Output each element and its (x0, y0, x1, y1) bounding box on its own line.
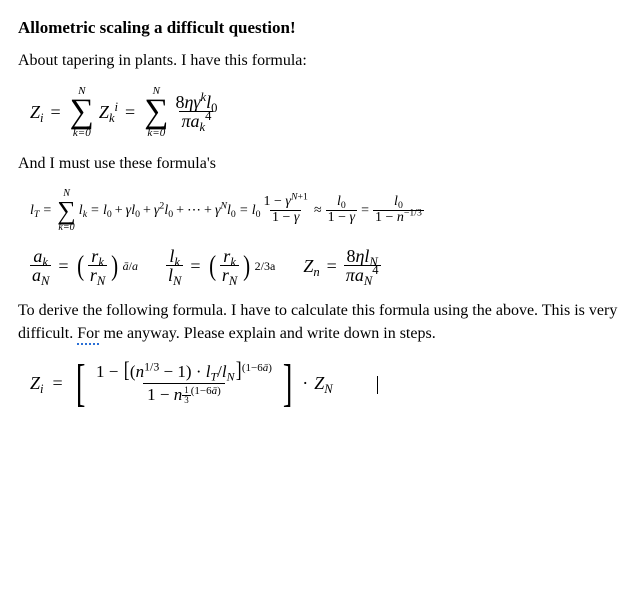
formula-lk-ln: lk lN = ( rk rN )2/3a (166, 247, 275, 287)
sigma-icon: ∑ (144, 97, 168, 128)
derive-text: To derive the following formula. I have … (18, 300, 625, 345)
page-title: Allometric scaling a difficult question! (18, 16, 625, 40)
intro-text: About tapering in plants. I have this fo… (18, 50, 625, 72)
sigma-icon: ∑ (70, 97, 94, 128)
spell-underline: For (77, 325, 99, 345)
mid-text: And I must use these formula's (18, 153, 625, 175)
formula-zn: Zn = 8ηlN πaN4 (303, 247, 380, 287)
formula-ak-an: ak aN = ( rk rN )ā/a (30, 247, 138, 287)
sigma-icon: ∑ (57, 199, 76, 222)
text-cursor (377, 376, 378, 394)
formula-zi-sum: Zi = N ∑ k=0 Zki = N ∑ k=0 8ηγkl0 πak4 (30, 86, 625, 139)
formula-lt-series: lT = N ∑ k=0 lk = l0 + γl0 + γ2l0 + ⋯ + … (30, 189, 625, 232)
formula-ratio-row: ak aN = ( rk rN )ā/a lk lN = ( rk rN )2/… (30, 247, 625, 287)
formula-final: Zi = [ 1 − [(n1/3 − 1) · lT/lN](1−6ā) 1 … (30, 359, 625, 409)
